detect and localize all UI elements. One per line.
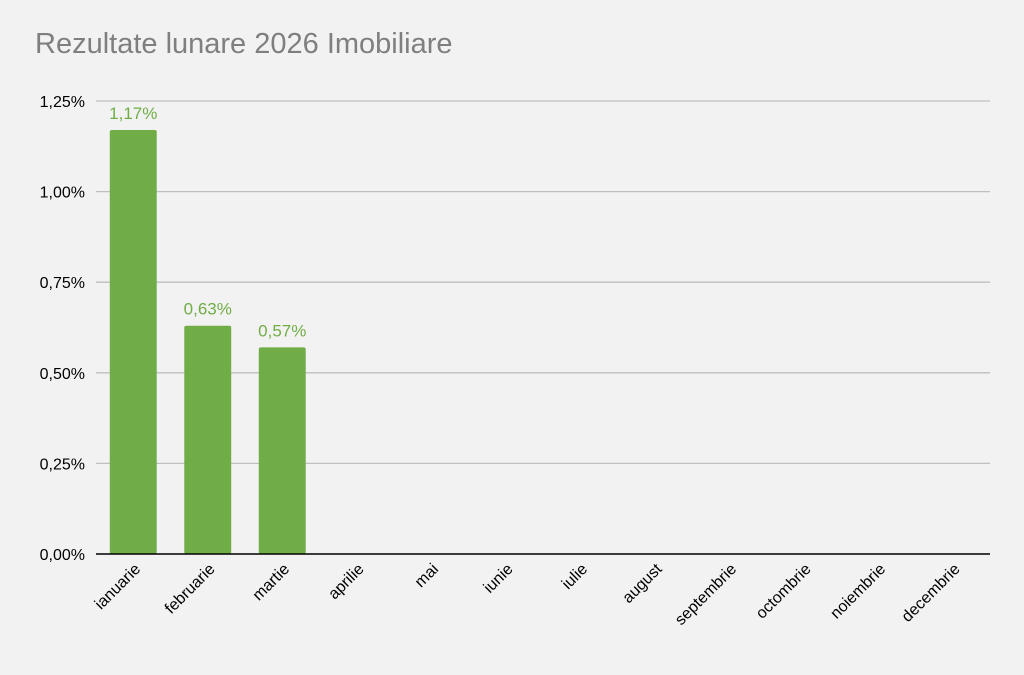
x-tick-label: august [620, 560, 666, 606]
y-tick-label: 0,75% [40, 275, 85, 292]
x-tick-label: ianuarie [92, 561, 144, 613]
x-tick-label: noiembrie [827, 561, 889, 623]
x-tick-label: iulie [559, 561, 591, 593]
bar-februarie [184, 325, 232, 554]
x-tick-label: mai [412, 561, 442, 591]
x-tick-label: decembrie [899, 561, 964, 626]
data-label: 0,57% [258, 321, 306, 340]
x-tick-label: februarie [162, 561, 219, 618]
x-tick-label: octombrie [753, 561, 815, 623]
x-tick-label: aprilie [325, 561, 367, 603]
x-tick-label: septembrie [672, 561, 740, 629]
y-tick-label: 1,00% [40, 185, 85, 202]
y-tick-label: 0,00% [40, 547, 85, 564]
chart-title: Rezultate lunare 2026 Imobiliare [35, 28, 453, 60]
x-tick-label: iunie [481, 561, 517, 597]
bar-martie [258, 347, 306, 554]
data-label: 0,63% [184, 300, 232, 319]
x-tick-label: martie [250, 561, 294, 605]
data-label: 1,17% [109, 104, 157, 123]
bar-ianuarie [109, 129, 157, 554]
y-tick-label: 0,25% [40, 456, 85, 473]
y-tick-label: 1,25% [40, 94, 85, 111]
y-tick-label: 0,50% [40, 366, 85, 383]
